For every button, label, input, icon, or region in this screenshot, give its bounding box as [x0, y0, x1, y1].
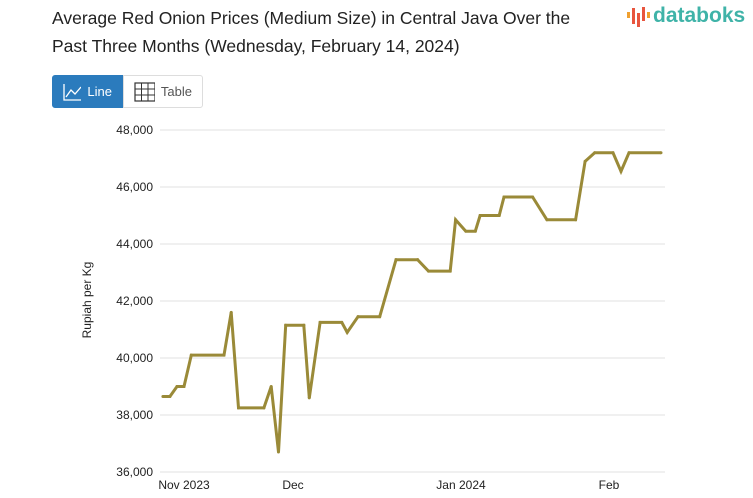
table-label: Table — [160, 84, 192, 99]
data-point[interactable] — [454, 218, 458, 222]
data-point[interactable] — [593, 151, 597, 155]
data-point[interactable] — [356, 315, 360, 319]
x-tick-label: Feb — [599, 478, 620, 492]
data-point[interactable] — [222, 353, 226, 357]
view-toggle: Line Table — [52, 75, 203, 108]
y-tick-label: 48,000 — [116, 123, 153, 137]
data-point[interactable] — [473, 229, 477, 233]
data-point[interactable] — [161, 394, 165, 398]
data-point[interactable] — [340, 320, 344, 324]
price-line — [162, 151, 661, 453]
data-point[interactable] — [478, 214, 482, 217]
y-axis-title: Rupiah per Kg — [80, 262, 94, 339]
data-point[interactable] — [531, 195, 535, 199]
line-chart-icon — [63, 83, 82, 101]
data-point[interactable] — [168, 394, 172, 398]
data-point[interactable] — [659, 151, 663, 155]
y-tick-label: 38,000 — [116, 408, 153, 422]
data-point[interactable] — [182, 385, 186, 388]
data-point[interactable] — [302, 323, 306, 327]
y-tick-label: 46,000 — [116, 180, 153, 194]
x-tick-label: Jan 2024 — [436, 478, 486, 492]
data-point[interactable] — [416, 258, 420, 262]
data-point[interactable] — [378, 315, 382, 319]
data-point[interactable] — [318, 320, 322, 324]
data-point[interactable] — [284, 323, 288, 327]
brand-name: databoks — [653, 4, 746, 27]
line-label: Line — [87, 84, 112, 99]
y-tick-label: 44,000 — [116, 237, 153, 251]
data-point[interactable] — [237, 406, 240, 410]
databoks-logo: databoks — [626, 4, 745, 28]
logo-bars-icon — [627, 7, 650, 27]
data-point[interactable] — [545, 218, 549, 222]
data-point[interactable] — [189, 353, 193, 357]
x-tick-label: Nov 2023 — [158, 478, 210, 492]
data-point[interactable] — [627, 151, 631, 155]
data-point[interactable] — [307, 396, 311, 400]
data-point[interactable] — [175, 385, 179, 388]
data-point[interactable] — [269, 385, 273, 388]
data-point[interactable] — [464, 229, 468, 233]
data-point[interactable] — [502, 195, 506, 199]
y-tick-label: 42,000 — [116, 294, 153, 308]
data-point[interactable] — [497, 214, 501, 217]
table-view-button[interactable]: Table — [123, 75, 203, 108]
data-point[interactable] — [394, 258, 398, 262]
y-tick-label: 40,000 — [116, 351, 153, 365]
data-point[interactable] — [619, 169, 623, 173]
data-point[interactable] — [448, 269, 452, 273]
y-tick-label: 36,000 — [116, 465, 153, 479]
data-point[interactable] — [276, 450, 280, 454]
data-point[interactable] — [345, 330, 349, 334]
data-point[interactable] — [574, 218, 578, 222]
data-point[interactable] — [262, 406, 266, 410]
data-point[interactable] — [426, 269, 430, 273]
data-point[interactable] — [583, 159, 587, 163]
chart-title: Average Red Onion Prices (Medium Size) i… — [52, 8, 571, 56]
x-tick-label: Dec — [282, 478, 303, 492]
table-grid-icon — [134, 81, 155, 102]
line-view-button[interactable]: Line — [52, 75, 123, 108]
data-point[interactable] — [611, 151, 615, 155]
data-point[interactable] — [229, 310, 233, 314]
